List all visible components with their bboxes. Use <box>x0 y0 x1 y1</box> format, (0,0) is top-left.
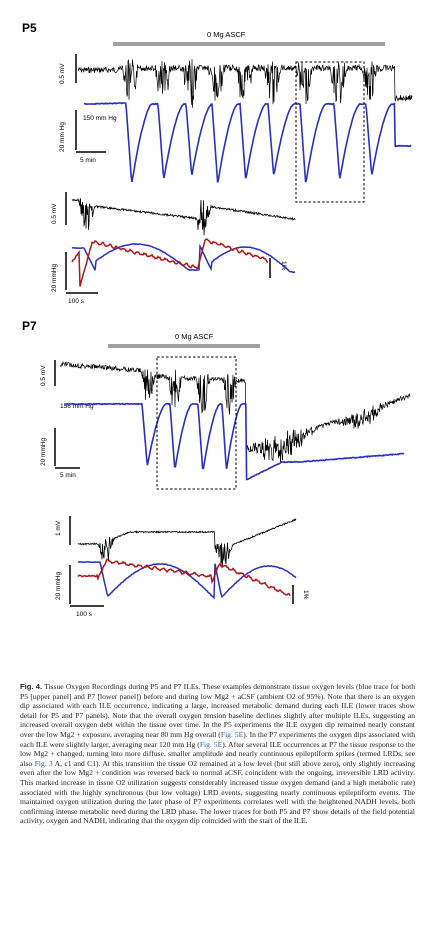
detail-oxygen-trace-p5 <box>71 243 296 274</box>
figure-caption: Fig. 4. Tissue Oxygen Recordings during … <box>20 682 415 826</box>
caption-text-1: These examples demonstrate tissue oxygen… <box>20 682 415 739</box>
scale-label-time-p5: 5 min <box>80 157 96 164</box>
field-potential-trace-p7 <box>59 361 411 463</box>
detail-field-potential-trace-p7 <box>77 518 297 569</box>
caption-link-fig5e-2[interactable]: Fig. 5E <box>199 739 223 749</box>
detail-box-p7 <box>156 356 237 490</box>
detail-scale-label-time-p7: 100 s <box>76 611 93 618</box>
detail-field-potential-trace-p5 <box>71 198 296 236</box>
oxygen-trace-p5 <box>83 102 412 183</box>
detail-scale-label-time-p5: 100 s <box>68 298 85 305</box>
caption-text-3: ). After several ILE occurrences at P7 t… <box>20 739 415 768</box>
detail-scale-label-nadh-p7: 1% <box>302 590 309 600</box>
condition-label-p7: 0 Mg ASCF <box>175 332 214 341</box>
baseline-o2-p7: 156 mm Hg <box>60 403 94 410</box>
caption-link-fig3[interactable]: Fig. 3 <box>34 758 53 768</box>
caption-title: Tissue Oxygen Recordings during P5 and P… <box>44 682 201 691</box>
caption-link-fig5e-1[interactable]: Fig. 5E <box>220 729 244 739</box>
detail-nadh-trace-p5 <box>71 238 268 287</box>
figure-panels: P5 0 Mg ASCF 0.5 mV 20 mm Hg 150 mm Hg 5… <box>22 21 413 618</box>
caption-text-2: ). In the P7 experiments the oxygen dips… <box>20 729 415 749</box>
scale-label-voltage-p7: 0.5 mV <box>40 365 47 386</box>
panel-label-p5: P5 <box>22 21 37 35</box>
scale-label-pressure-p5: 20 mm Hg <box>59 122 66 152</box>
detail-scale-label-pressure-p7: 20 mmHg <box>55 571 62 600</box>
scale-label-voltage-p5: 0.5 mV <box>59 63 66 84</box>
scale-label-pressure-p7: 20 mmHg <box>40 437 47 466</box>
oxygen-trace-p7 <box>64 402 405 481</box>
detail-nadh-trace-p7 <box>77 558 291 597</box>
scale-label-time-p7: 5 min <box>60 472 76 479</box>
field-potential-trace-p5 <box>77 59 413 108</box>
detail-scale-label-pressure-p5: 20 mmHg <box>51 263 58 292</box>
detail-oxygen-trace-p7 <box>77 561 297 600</box>
detail-scale-label-voltage-p7: 1 mV <box>55 520 62 536</box>
caption-label: Fig. 4. <box>20 682 43 691</box>
caption-text-4: A, c1 and C1). At this transition the ti… <box>20 758 415 826</box>
panel-label-p7: P7 <box>22 319 37 333</box>
condition-bar-p5 <box>113 42 385 46</box>
detail-box-p5 <box>295 61 365 203</box>
condition-bar-p7 <box>108 344 260 348</box>
baseline-o2-p5: 150 mm Hg <box>83 115 117 122</box>
condition-label-p5: 0 Mg ASCF <box>207 30 246 39</box>
detail-scale-label-voltage-p5: 0.5 mV <box>51 203 58 224</box>
